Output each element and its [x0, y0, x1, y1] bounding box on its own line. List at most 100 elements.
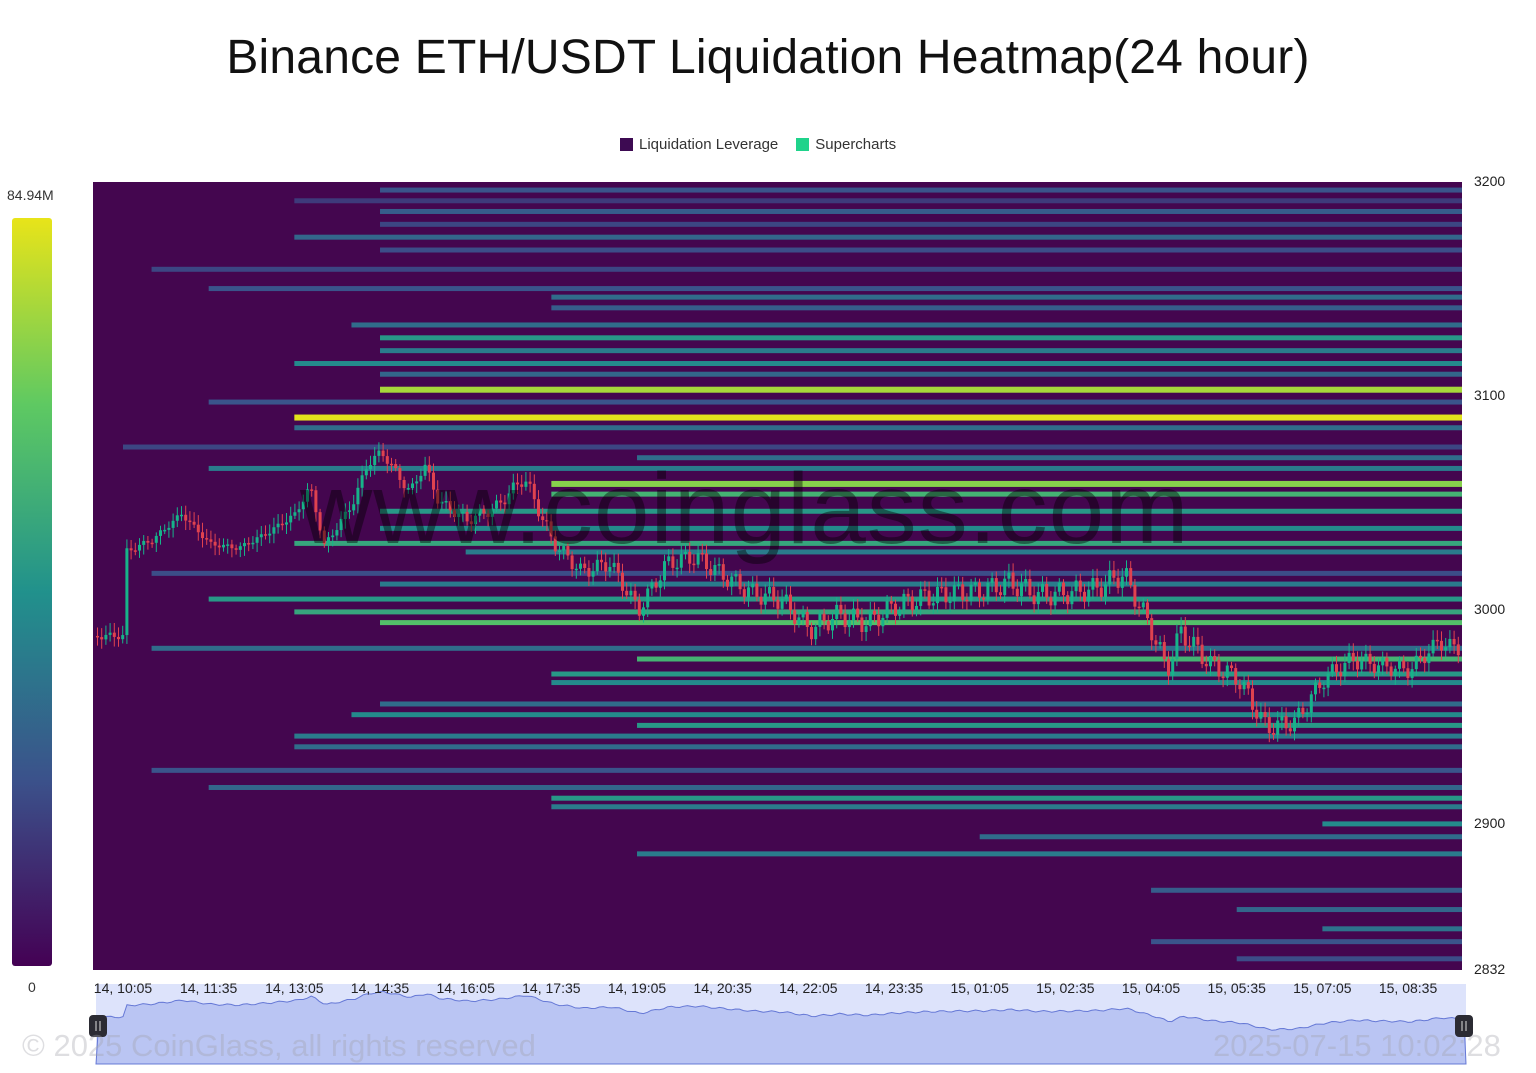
heatmap-band — [551, 294, 1462, 300]
candle-body — [230, 544, 234, 549]
candle-body — [1414, 655, 1418, 670]
candle-body — [923, 589, 927, 591]
candle-body — [314, 490, 318, 513]
x-tick-label: 15, 05:35 — [1207, 980, 1266, 996]
candle-body — [478, 508, 482, 516]
candle-body — [209, 539, 213, 542]
candle-body — [1259, 711, 1263, 719]
candle-body — [541, 516, 545, 520]
candle-body — [860, 617, 864, 633]
candle-body — [1410, 669, 1414, 678]
candle-body — [1322, 687, 1326, 690]
x-tick-label: 14, 11:35 — [179, 980, 238, 996]
candle-body — [537, 499, 540, 517]
candle-body — [1280, 716, 1284, 721]
heatmap-band — [380, 208, 1462, 214]
candle-body — [125, 548, 129, 636]
candle-body — [1435, 639, 1439, 642]
candle-body — [436, 489, 440, 504]
candle-body — [1078, 580, 1082, 592]
candle-body — [625, 590, 629, 596]
candle-body — [1301, 707, 1305, 715]
candle-body — [1083, 591, 1086, 602]
legend-item-liquidation-leverage[interactable]: Liquidation Leverage — [620, 136, 778, 153]
legend: Liquidation Leverage Supercharts — [620, 136, 896, 153]
candle-body — [146, 540, 150, 543]
candle-body — [1293, 717, 1296, 732]
candle-body — [1351, 652, 1355, 661]
candle-body — [1104, 584, 1107, 597]
navigator-left-handle[interactable] — [89, 1015, 107, 1037]
candle-body — [1171, 659, 1175, 676]
candle-body — [700, 553, 704, 555]
x-tick-label: 15, 01:05 — [950, 980, 1009, 996]
candle-body — [1419, 655, 1422, 658]
candle-body — [831, 619, 834, 631]
x-tick-label: 14, 13:05 — [265, 980, 324, 996]
candle-body — [1183, 626, 1187, 646]
heatmap-band — [151, 645, 1463, 651]
heatmap-band — [637, 722, 1462, 728]
heatmap-band — [380, 701, 1462, 707]
candle-body — [398, 468, 402, 480]
candle-body — [1141, 602, 1145, 608]
candle-body — [495, 500, 498, 509]
candle-body — [482, 508, 486, 514]
heatmap-band — [465, 549, 1462, 555]
candle-body — [364, 469, 368, 476]
candle-body — [1116, 577, 1120, 588]
candle-body — [948, 601, 952, 603]
candle-body — [688, 551, 692, 564]
candle-body — [881, 617, 885, 627]
candle-body — [793, 610, 797, 624]
candle-body — [1204, 663, 1208, 667]
candle-body — [574, 568, 578, 571]
candle-body — [1393, 668, 1397, 676]
candle-body — [1036, 591, 1040, 605]
candle-body — [713, 565, 717, 576]
candle-body — [608, 567, 612, 572]
candle-body — [763, 593, 767, 605]
candle-body — [810, 626, 813, 640]
candle-body — [856, 608, 860, 618]
candle-body — [415, 481, 419, 484]
candle-body — [1188, 645, 1191, 648]
heatmap-band — [380, 371, 1462, 377]
candle-body — [734, 574, 738, 577]
candle-body — [1074, 580, 1078, 592]
candle-body — [1309, 694, 1313, 713]
candle-body — [234, 548, 238, 550]
heatmap-band — [551, 680, 1462, 686]
heatmap-band — [979, 834, 1462, 840]
navigator-right-handle[interactable] — [1455, 1015, 1473, 1037]
candle-body — [1099, 587, 1103, 597]
candle-body — [1326, 673, 1330, 688]
candle-body — [1343, 662, 1347, 677]
candle-body — [171, 520, 175, 528]
candle-body — [259, 534, 263, 538]
candle-body — [1175, 633, 1179, 660]
candle-body — [658, 580, 662, 588]
x-tick-label: 14, 17:35 — [522, 980, 581, 996]
candle-body — [629, 590, 633, 596]
heatmap-band — [637, 851, 1462, 857]
candle-body — [936, 586, 939, 604]
candle-body — [940, 586, 944, 589]
candle-body — [423, 464, 427, 476]
heatmap-band — [151, 767, 1463, 773]
candle-body — [104, 634, 108, 640]
candle-body — [1213, 655, 1217, 660]
heatmap-band — [294, 361, 1463, 367]
candle-body — [1272, 732, 1275, 735]
candle-body — [524, 481, 528, 487]
heatmap-band — [380, 247, 1462, 253]
time-navigator[interactable] — [89, 984, 1473, 1065]
candle-body — [499, 500, 503, 503]
candle-body — [768, 587, 771, 594]
candle-body — [247, 543, 251, 545]
candle-body — [978, 582, 981, 598]
legend-item-supercharts[interactable]: Supercharts — [796, 136, 896, 153]
candle-body — [356, 487, 360, 505]
candle-body — [1133, 585, 1137, 607]
